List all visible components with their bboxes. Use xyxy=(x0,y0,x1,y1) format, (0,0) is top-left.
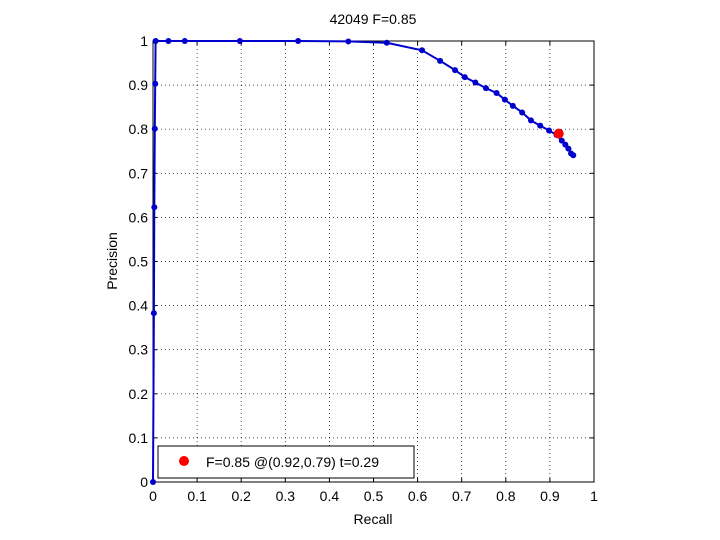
x-axis-ticks: 0 0.1 0.2 0.3 0.4 0.5 0.6 0.7 0.8 0.9 1 xyxy=(149,41,598,504)
data-point xyxy=(565,145,572,152)
data-point xyxy=(546,127,553,134)
y-tick-label: 0 xyxy=(140,474,148,490)
y-tick-label: 0.3 xyxy=(129,342,149,358)
series-markers xyxy=(150,38,577,485)
legend: F=0.85 @(0.92,0.79) t=0.29 xyxy=(157,445,415,479)
highlight-point xyxy=(553,128,564,139)
data-point xyxy=(181,38,188,44)
data-point xyxy=(461,74,468,81)
x-tick-label: 0 xyxy=(149,488,157,504)
data-point xyxy=(345,38,352,45)
y-tick-label: 0.4 xyxy=(129,298,149,314)
data-point xyxy=(165,38,172,44)
x-tick-label: 1 xyxy=(590,488,598,504)
y-tick-label: 0.5 xyxy=(129,254,149,270)
data-point xyxy=(537,122,544,129)
data-point xyxy=(419,47,426,54)
x-tick-label: 0.1 xyxy=(187,488,207,504)
data-point xyxy=(452,67,459,74)
data-point xyxy=(570,152,577,159)
y-tick-label: 0.2 xyxy=(129,386,149,402)
data-point xyxy=(501,96,508,103)
data-point xyxy=(472,79,479,86)
data-point xyxy=(152,80,159,87)
data-point xyxy=(150,310,157,317)
data-point xyxy=(437,57,444,64)
legend-box xyxy=(157,445,415,479)
y-tick-label: 0.7 xyxy=(129,165,149,181)
y-tick-label: 1 xyxy=(140,33,148,49)
y-tick-label: 0.6 xyxy=(129,209,149,225)
y-tick-label: 0.9 xyxy=(129,77,149,93)
data-point xyxy=(152,38,159,44)
data-point xyxy=(527,117,534,124)
data-point xyxy=(519,109,526,116)
data-point xyxy=(482,85,489,92)
y-tick-label: 0.1 xyxy=(129,430,149,446)
data-point xyxy=(150,479,156,485)
x-tick-label: 0.5 xyxy=(364,488,384,504)
grid-lines xyxy=(153,41,594,482)
data-point xyxy=(151,204,158,211)
data-point xyxy=(509,102,516,109)
x-tick-label: 0.3 xyxy=(276,488,296,504)
data-point xyxy=(151,125,158,132)
legend-marker xyxy=(179,456,189,466)
legend-label: F=0.85 @(0.92,0.79) t=0.29 xyxy=(206,454,379,470)
data-point xyxy=(383,39,390,46)
x-tick-label: 0.6 xyxy=(408,488,428,504)
data-point xyxy=(236,38,243,44)
data-point xyxy=(295,38,302,44)
y-tick-label: 0.8 xyxy=(129,121,149,137)
data-point xyxy=(558,137,565,144)
chart-title: 42049 F=0.85 xyxy=(330,11,417,27)
data-point xyxy=(493,90,500,97)
x-tick-label: 0.9 xyxy=(540,488,560,504)
x-tick-label: 0.7 xyxy=(452,488,472,504)
x-tick-label: 0.8 xyxy=(496,488,516,504)
y-axis-ticks: 0 0.1 0.2 0.3 0.4 0.5 0.6 0.7 0.8 0.9 1 xyxy=(129,33,594,490)
x-tick-label: 0.2 xyxy=(231,488,251,504)
y-axis-label: Precision xyxy=(104,232,120,290)
x-tick-label: 0.4 xyxy=(320,488,340,504)
x-axis-label: Recall xyxy=(354,511,393,527)
